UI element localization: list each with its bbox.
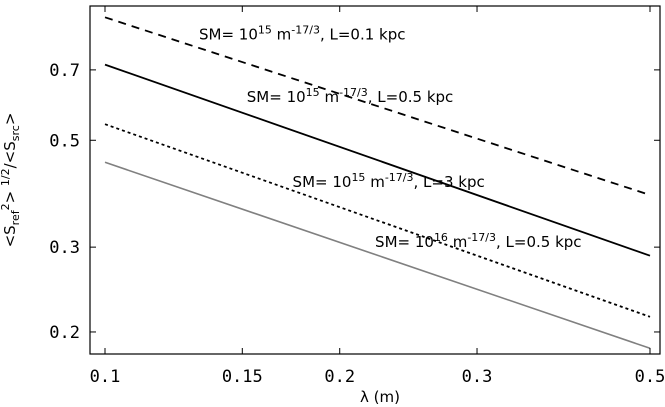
y-tick-label: 0.7 [49,61,80,81]
series-annotation-3: SM= 1015 m-17/3, L=3 kpc [293,171,485,191]
annotation-superscript: 15 [351,171,365,184]
ticks-layer: 0.1 0.15 0.2 0.3 0.5 0.2 0.3 0.5 0.7 [49,6,665,387]
series-line-1 [104,16,651,196]
x-tick-label: 0.3 [462,367,493,387]
y-axis-label-sub: src [9,125,22,141]
annotation-text: m [365,173,384,191]
x-tick-label: 0.5 [635,367,665,387]
x-tick-label: 0.15 [222,367,263,387]
y-tick-label: 0.3 [49,238,80,258]
y-axis-label: <Sref2> 1/2/<Ssrc> [0,113,22,248]
y-axis-label-sub: ref [9,209,22,225]
annotation-superscript: 15 [258,23,272,36]
y-axis-label-sup: 2 [0,203,12,210]
annotation-text: SM= 10 [293,173,352,191]
annotation-superscript: 16 [434,231,448,244]
annotation-superscript: -17/3 [291,23,320,36]
annotation-text: SM= 10 [375,233,434,251]
annotation-text: , L=0.5 kpc [368,88,454,106]
series-annotation-2: SM= 1015 m-17/3, L=0.5 kpc [247,86,454,106]
plot-frame [89,5,661,355]
annotation-text: m [320,88,339,106]
annotation-text: m [448,233,467,251]
annotation-text: m [272,25,291,43]
series-layer [104,16,651,350]
y-axis-label-sup: 1/2 [0,168,12,186]
series-line-2 [104,63,651,257]
series-line-3 [104,123,651,318]
y-axis-label-part: /<S [1,141,19,168]
series-annotation-4: SM= 1016 m-17/3, L=0.5 kpc [375,231,581,251]
x-tick-label: 0.2 [324,367,355,387]
annotation-text: SM= 10 [199,25,258,43]
annotation-superscript: 15 [306,86,320,99]
annotation-superscript: -17/3 [339,86,368,99]
x-tick-label: 0.1 [90,367,121,387]
annotation-superscript: -17/3 [467,231,496,244]
series-line-4 [104,161,651,350]
x-axis-label: λ (m) [360,388,400,406]
y-tick-label: 0.2 [49,323,80,343]
annotation-superscript: -17/3 [385,171,414,184]
annotation-text: SM= 10 [247,88,306,106]
y-axis-label-part: > [1,113,19,126]
annotation-text: , L=3 kpc [414,173,485,191]
series-annotation-1: SM= 1015 m-17/3, L=0.1 kpc [199,23,405,43]
annotation-text: , L=0.1 kpc [320,25,406,43]
y-axis-label-part: <S [1,225,19,247]
annotation-text: , L=0.5 kpc [496,233,582,251]
y-axis-label-part: > [1,186,19,203]
y-tick-label: 0.5 [49,131,80,151]
